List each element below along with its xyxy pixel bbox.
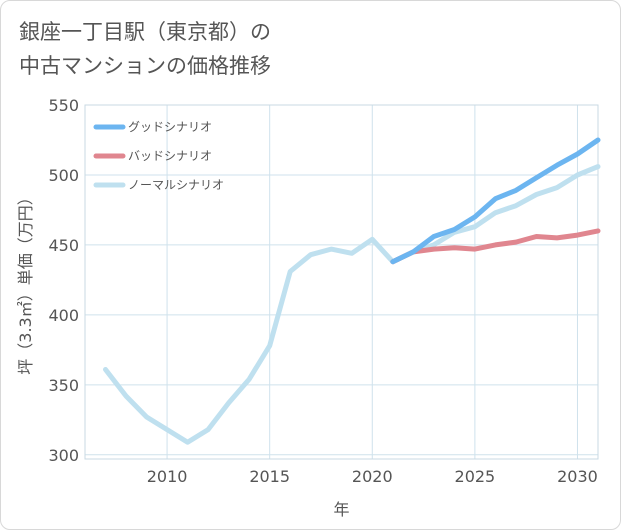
legend-label: グッドシナリオ xyxy=(128,120,212,134)
good-scenario-line xyxy=(390,137,601,265)
tick-labels: 2010 2015 2020 2025 2030 300 350 400 450 500 550 xyxy=(48,96,597,486)
y-tick-label: 450 xyxy=(48,236,79,255)
y-tick-label: 350 xyxy=(48,376,79,395)
bad-scenario-line xyxy=(390,228,601,265)
x-tick-label: 2030 xyxy=(557,467,598,486)
x-tick-label: 2025 xyxy=(455,467,496,486)
legend-label: ノーマルシナリオ xyxy=(128,178,224,192)
legend-label: バッドシナリオ xyxy=(128,149,212,163)
x-tick-label: 2015 xyxy=(249,467,290,486)
series-lines xyxy=(103,137,601,445)
legend-item-bad: バッドシナリオ xyxy=(93,149,212,163)
chart-title-line-2: 中古マンションの価格推移 xyxy=(19,54,271,78)
chart-title: 銀座一丁目駅（東京都）の 中古マンションの価格推移 xyxy=(19,15,271,83)
y-tick-label: 400 xyxy=(48,306,79,325)
x-tick-label: 2010 xyxy=(147,467,188,486)
y-tick-label: 500 xyxy=(48,166,79,185)
legend-item-normal: ノーマルシナリオ xyxy=(93,178,224,192)
y-tick-label: 300 xyxy=(48,446,79,465)
y-tick-label: 550 xyxy=(48,96,79,115)
y-axis-label: 坪（3.3㎡）単価（万円） xyxy=(16,189,35,374)
x-tick-label: 2020 xyxy=(352,467,393,486)
normal-scenario-line xyxy=(103,164,601,445)
chart-title-line-1: 銀座一丁目駅（東京都）の xyxy=(19,20,271,44)
legend-item-good: グッドシナリオ xyxy=(93,120,212,134)
plot-area-border xyxy=(84,104,599,460)
x-axis-label: 年 xyxy=(333,500,349,519)
